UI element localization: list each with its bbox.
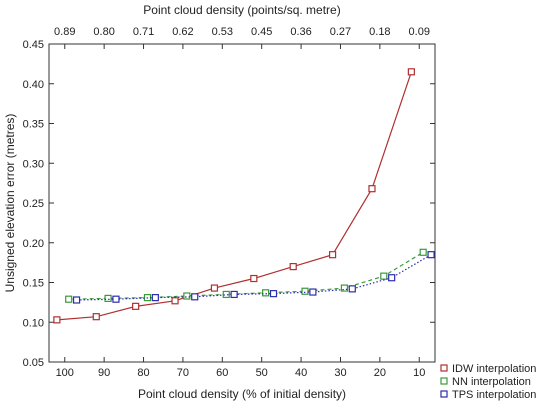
x-tick-label: 10 [413,367,425,379]
y-tick-label: 0.05 [23,357,44,369]
x-axis-title: Point cloud density (% of initial densit… [138,387,346,401]
data-point [53,316,61,324]
x-tick-label: 70 [177,367,189,379]
data-point [191,293,199,301]
y-tick-label: 0.30 [23,158,44,170]
y-tick-label: 0.15 [23,278,44,290]
y-tick-label: 0.35 [23,119,44,131]
data-point [132,302,140,310]
data-point [92,313,100,321]
top-tick-label: 0.89 [54,26,75,38]
series-group [53,68,435,324]
data-point [328,251,337,259]
data-point [230,290,238,299]
data-point [171,297,179,305]
data-point [269,290,278,298]
data-point [380,272,388,280]
legend-label: IDW interpolation [452,363,536,375]
y-axis-title: Unsigned elevation error (metres) [3,114,17,293]
data-point [104,294,112,302]
axis-ticks: 100 90 80 70 60 50 40 30 20 10 0.89 0.80 0.71 0.62 0.5… [23,26,435,379]
data-point [407,68,415,76]
data-point [250,274,258,283]
x-tick-label: 20 [374,367,386,379]
y-tick-label: 0.40 [23,79,44,91]
x-tick-label: 90 [98,367,110,379]
data-point [72,296,81,304]
x-tick-label: 50 [256,367,268,379]
y-tick-label: 0.25 [23,198,44,210]
legend-label: TPS interpolation [452,389,536,401]
top-tick-label: 0.27 [330,26,351,38]
top-tick-label: 0.09 [409,26,430,38]
data-point [65,295,73,303]
top-tick-label: 0.45 [251,26,272,38]
legend-label: NN interpolation [452,376,531,388]
data-point [388,274,396,282]
legend-marker [440,377,448,385]
data-point [340,284,349,292]
data-point [301,287,309,295]
data-point [427,251,435,259]
data-point [151,294,159,302]
top-tick-label: 0.62 [172,26,193,38]
y-tick-label: 0.20 [23,238,44,250]
top-tick-label: 0.36 [290,26,311,38]
top-tick-label: 0.71 [133,26,154,38]
data-point [210,284,219,292]
legend-marker [440,390,448,398]
top-axis-title: Point cloud density (points/sq. metre) [143,3,340,17]
x-tick-label: 30 [334,367,346,379]
data-point [309,288,317,296]
y-tick-label: 0.45 [23,39,44,51]
legend-marker [440,364,448,372]
y-tick-label: 0.10 [23,317,44,329]
x-tick-label: 60 [216,367,228,379]
x-tick-label: 100 [56,367,74,379]
data-point [262,289,270,297]
data-point [112,295,120,303]
top-tick-label: 0.80 [93,26,114,38]
data-point [419,248,427,256]
data-point [183,292,191,300]
top-tick-label: 0.18 [369,26,390,38]
data-point [348,285,356,293]
data-point [289,263,297,271]
data-point [222,290,230,299]
x-tick-label: 40 [295,367,307,379]
series-line-0 [56,71,412,321]
plot-area [48,43,436,363]
x-tick-label: 80 [137,367,149,379]
top-tick-label: 0.53 [212,26,233,38]
data-point [368,185,376,193]
